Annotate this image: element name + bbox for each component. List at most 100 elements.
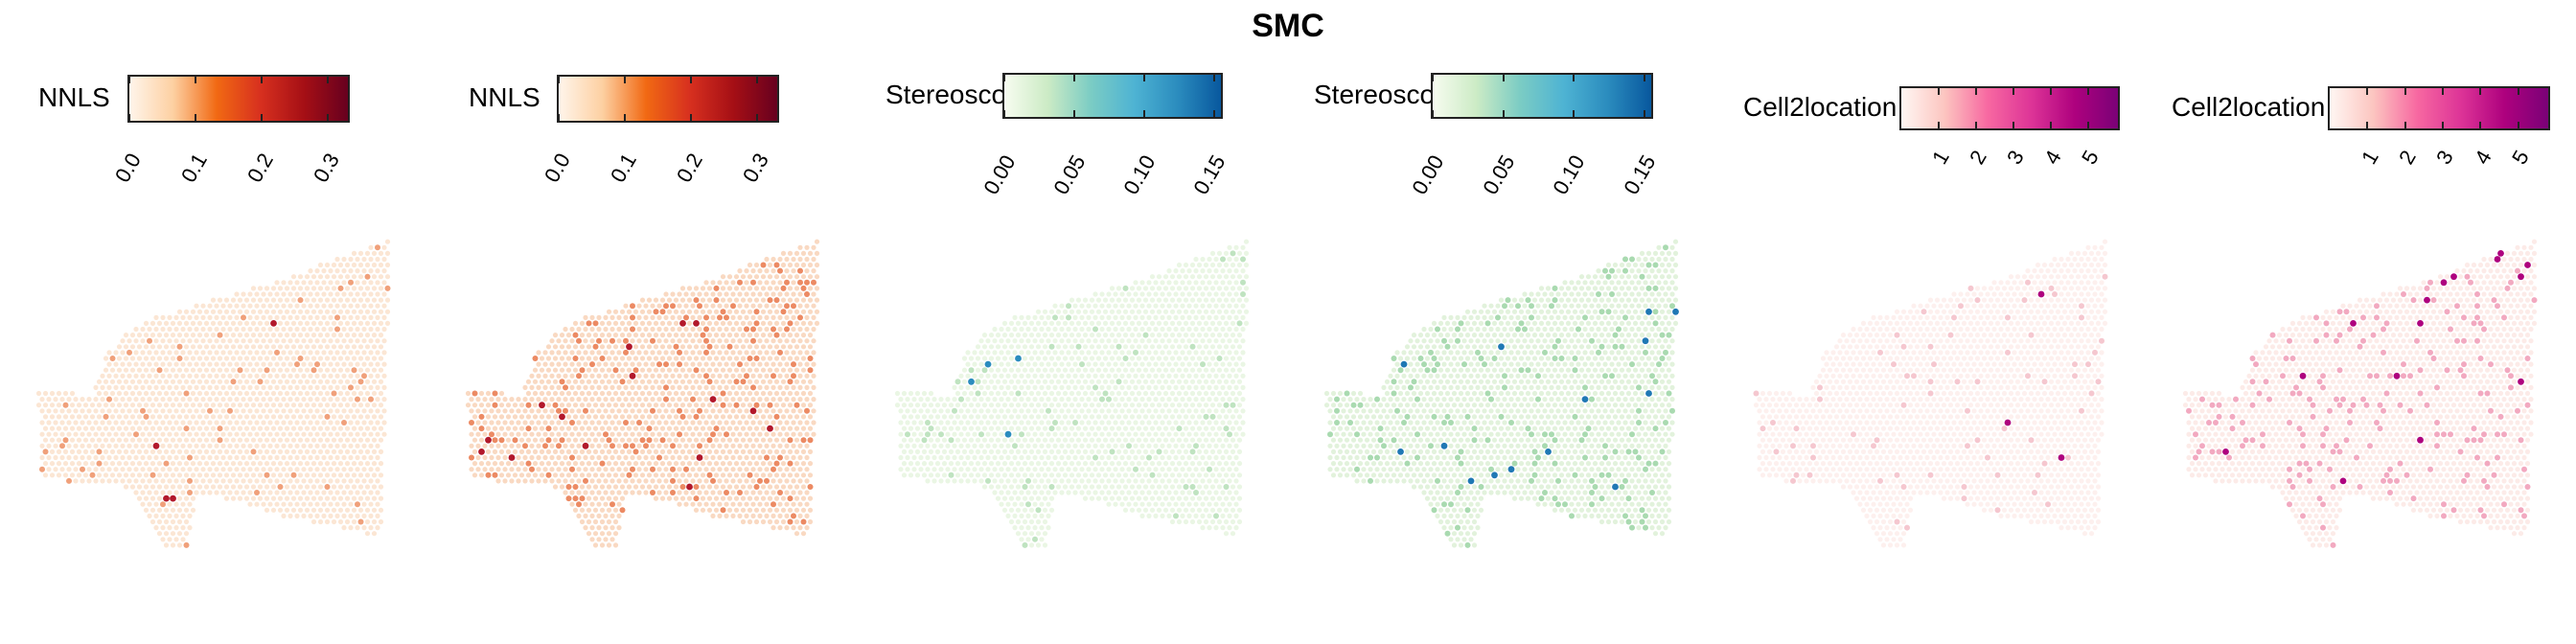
tissue-spot (1042, 414, 1048, 420)
tissue-spot (804, 314, 810, 320)
tissue-spot (250, 320, 257, 326)
tissue-spot (1139, 361, 1145, 367)
tissue-spot (596, 314, 602, 320)
tissue-spot (784, 268, 790, 274)
tissue-spot (505, 426, 512, 431)
tissue-spot (109, 414, 116, 420)
tissue-spot (720, 320, 726, 326)
tissue-spot (583, 513, 588, 518)
tissue-spot (992, 397, 998, 402)
tissue-spot (1160, 326, 1165, 333)
tissue-spot (176, 379, 183, 384)
tissue-spot (328, 490, 334, 495)
tissue-spot (589, 314, 595, 320)
tissue-spot (1220, 454, 1226, 461)
tissue-spot (572, 332, 579, 338)
tissue-spot (126, 349, 132, 356)
tissue-spot (509, 478, 515, 484)
tissue-spot (214, 431, 219, 437)
tissue-spot (203, 484, 210, 490)
tissue-spot (106, 408, 112, 414)
tissue-spot (274, 349, 280, 356)
tissue-spot (764, 420, 770, 426)
tissue-spot (378, 402, 384, 408)
tissue-spot (173, 501, 179, 507)
tissue-spot (234, 361, 240, 367)
tissue-spot (123, 437, 129, 443)
tissue-spot (348, 291, 354, 297)
tissue-spot (261, 501, 266, 507)
tissue-spot (284, 484, 290, 490)
tissue-spot (1136, 390, 1142, 397)
tissue-spot (120, 373, 126, 379)
tissue-spot (612, 472, 619, 478)
tissue-spot (281, 431, 287, 437)
tissue-spot (227, 303, 233, 309)
tissue-spot (89, 461, 96, 467)
tissue-spot (163, 518, 170, 525)
tissue-spot (190, 426, 196, 431)
tissue-spot (270, 390, 277, 397)
tissue-spot (103, 413, 109, 420)
tissue-spot (147, 443, 152, 448)
tissue-spot (1153, 326, 1159, 333)
tissue-spot (586, 344, 592, 350)
tissue-spot (596, 337, 602, 344)
tissue-spot (999, 361, 1004, 367)
tissue-spot (965, 397, 971, 402)
tissue-spot (257, 333, 264, 338)
tissue-spot (331, 379, 337, 384)
tissue-spot (1136, 461, 1142, 467)
tissue-spot (1176, 437, 1183, 443)
tissue-spot (559, 344, 565, 350)
tissue-spot (720, 472, 726, 478)
tissue-spot (337, 495, 344, 501)
tissue-spot (1102, 320, 1109, 326)
tissue-spot (961, 379, 968, 384)
tissue-spot (804, 397, 810, 402)
colorbar (127, 75, 350, 123)
tissue-spot (489, 420, 494, 426)
tissue-spot (1046, 361, 1051, 367)
tissue-spot (643, 384, 649, 390)
tissue-spot (371, 262, 378, 268)
tissue-spot (750, 501, 756, 507)
tissue-spot (337, 285, 344, 291)
tissue-spot (203, 367, 210, 373)
tissue-spot (129, 461, 136, 467)
tissue-spot (371, 426, 378, 431)
tissue-spot (733, 461, 740, 467)
tissue-spot (650, 478, 656, 484)
tissue-spot (136, 379, 143, 384)
tissue-spot (1227, 350, 1232, 356)
tissue-spot (1160, 420, 1165, 426)
tissue-spot (194, 397, 199, 402)
tissue-spot (679, 390, 686, 397)
tissue-spot (1236, 320, 1243, 327)
tissue-spot (525, 390, 532, 397)
tissue-spot (207, 303, 213, 309)
tissue-spot (780, 518, 787, 525)
tissue-spot (116, 344, 123, 350)
tissue-spot (1209, 356, 1216, 361)
tissue-spot (679, 333, 686, 338)
tissue-spot (243, 402, 250, 408)
tissue-spot (556, 338, 562, 344)
tissue-spot (375, 280, 380, 286)
tissue-spot (1072, 361, 1078, 367)
tissue-spot (656, 397, 662, 402)
tissue-spot (357, 414, 364, 420)
tissue-spot (1230, 414, 1236, 420)
tissue-spot (975, 426, 981, 431)
tissue-spot (1200, 373, 1206, 379)
tissue-spot (532, 356, 539, 361)
tissue-spot (703, 337, 709, 344)
tissue-spot (56, 437, 62, 443)
tissue-spot (1189, 426, 1196, 431)
tissue-spot (1039, 314, 1045, 320)
tissue-spot (1086, 431, 1092, 437)
tissue-spot (187, 361, 193, 367)
tissue-spot (1139, 338, 1145, 344)
tissue-spot (153, 338, 159, 344)
tissue-spot (733, 274, 740, 280)
